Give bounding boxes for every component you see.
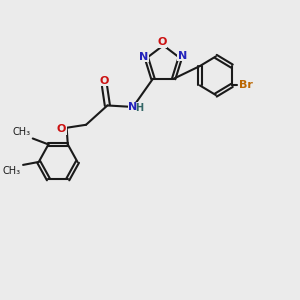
Text: Br: Br — [238, 80, 253, 90]
Text: O: O — [157, 38, 167, 47]
Text: O: O — [100, 76, 109, 86]
Text: CH₃: CH₃ — [3, 167, 21, 176]
Text: N: N — [139, 52, 148, 61]
Text: O: O — [57, 124, 66, 134]
Text: CH₃: CH₃ — [12, 127, 31, 137]
Text: N: N — [178, 51, 187, 61]
Text: N: N — [128, 102, 138, 112]
Text: H: H — [136, 103, 144, 113]
